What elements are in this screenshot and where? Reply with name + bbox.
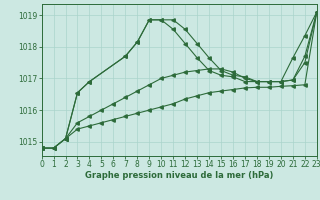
X-axis label: Graphe pression niveau de la mer (hPa): Graphe pression niveau de la mer (hPa) — [85, 171, 273, 180]
